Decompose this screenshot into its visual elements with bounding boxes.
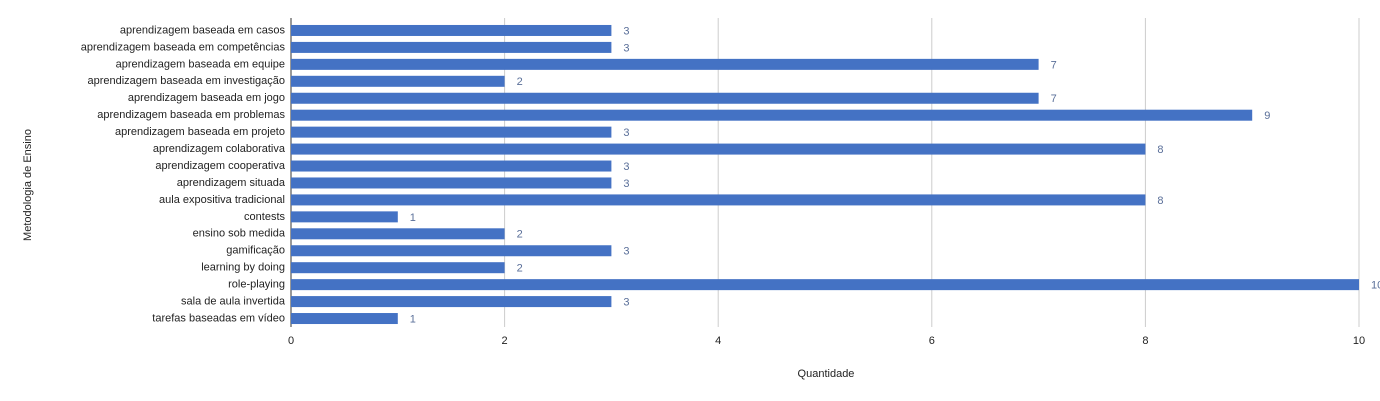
bar <box>291 109 1253 121</box>
y-tick-label: role-playing <box>228 279 285 291</box>
data-label: 7 <box>1051 59 1057 71</box>
data-label: 3 <box>623 25 629 37</box>
data-label: 7 <box>1051 93 1057 105</box>
bar <box>291 177 612 189</box>
x-tick-label: 0 <box>288 335 294 347</box>
y-tick-label: aprendizagem colaborativa <box>153 143 286 155</box>
bar <box>291 279 1359 291</box>
data-label: 3 <box>623 296 629 308</box>
y-tick-label: aprendizagem baseada em equipe <box>116 58 285 70</box>
y-tick-label: aprendizagem baseada em problemas <box>97 109 285 121</box>
x-tick-label: 2 <box>502 335 508 347</box>
data-label: 2 <box>517 263 523 275</box>
bar <box>291 143 1146 155</box>
bar <box>291 58 1039 70</box>
x-tick-label: 6 <box>929 335 935 347</box>
data-label: 3 <box>623 161 629 173</box>
y-tick-label: learning by doing <box>201 262 285 274</box>
y-tick-label: aprendizagem baseada em competências <box>81 41 286 53</box>
data-label: 3 <box>623 127 629 139</box>
data-label: 8 <box>1157 195 1163 207</box>
bar <box>291 262 505 274</box>
bar <box>291 41 612 53</box>
y-tick-label: aprendizagem baseada em jogo <box>128 92 285 104</box>
data-label: 2 <box>517 229 523 241</box>
y-tick-label: ensino sob medida <box>193 228 286 240</box>
data-label: 2 <box>517 76 523 88</box>
bar <box>291 211 398 223</box>
x-tick-label: 10 <box>1353 335 1365 347</box>
data-label: 9 <box>1264 110 1270 122</box>
y-axis-title: Metodologia de Ensino <box>22 129 34 241</box>
y-tick-label: aprendizagem baseada em casos <box>120 24 286 36</box>
bar <box>291 75 505 87</box>
bar <box>291 313 398 325</box>
bar <box>291 92 1039 104</box>
x-tick-label: 8 <box>1142 335 1148 347</box>
y-tick-label: sala de aula invertida <box>181 295 286 307</box>
y-tick-label: aprendizagem baseada em investigação <box>87 75 285 87</box>
y-tick-label: aprendizagem cooperativa <box>155 160 286 172</box>
x-tick-label: 4 <box>715 335 721 347</box>
y-tick-label: contests <box>244 211 285 223</box>
data-label: 8 <box>1157 144 1163 156</box>
y-tick-label: aprendizagem baseada em projeto <box>115 126 285 138</box>
data-label: 1 <box>410 313 416 325</box>
y-tick-label: aula expositiva tradicional <box>159 194 285 206</box>
data-label: 3 <box>623 246 629 258</box>
x-axis-title: Quantidade <box>798 368 855 380</box>
bar <box>291 245 612 257</box>
bar <box>291 296 612 308</box>
data-label: 3 <box>623 178 629 190</box>
bar <box>291 194 1146 206</box>
bar <box>291 24 612 36</box>
bar <box>291 160 612 172</box>
y-tick-label: aprendizagem situada <box>177 177 286 189</box>
bar <box>291 126 612 138</box>
data-label: 10 <box>1371 280 1380 292</box>
y-tick-label: tarefas baseadas em vídeo <box>152 312 285 324</box>
data-label: 3 <box>623 42 629 54</box>
bar <box>291 228 505 240</box>
y-tick-label: gamificação <box>226 245 285 257</box>
data-label: 1 <box>410 212 416 224</box>
